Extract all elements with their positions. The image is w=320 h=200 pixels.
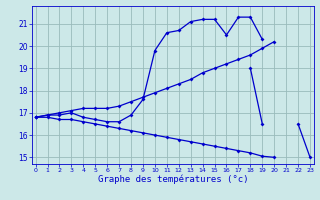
X-axis label: Graphe des températures (°c): Graphe des températures (°c)	[98, 175, 248, 184]
